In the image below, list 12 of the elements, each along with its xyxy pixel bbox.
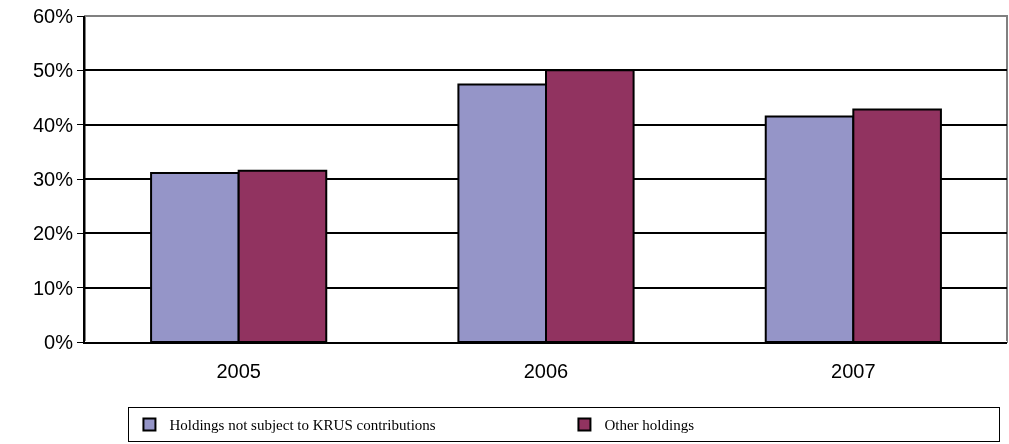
- legend-label: Other holdings: [604, 417, 695, 434]
- legend-label: Holdings not subject to KRUS contributions: [169, 417, 436, 434]
- y-tick-label: 30%: [32, 168, 74, 190]
- x-tick-label: 2005: [216, 360, 261, 382]
- y-tick-label: 10%: [32, 276, 74, 299]
- y-tick-label: 20%: [32, 222, 74, 245]
- x-tick-label: 2006: [523, 360, 569, 382]
- y-tick-label: 0%: [44, 331, 74, 353]
- y-tick-label: 50%: [32, 59, 74, 82]
- y-tick-label: 60%: [32, 5, 74, 27]
- y-tick-label: 40%: [32, 113, 74, 136]
- x-tick-label: 2007: [831, 360, 876, 382]
